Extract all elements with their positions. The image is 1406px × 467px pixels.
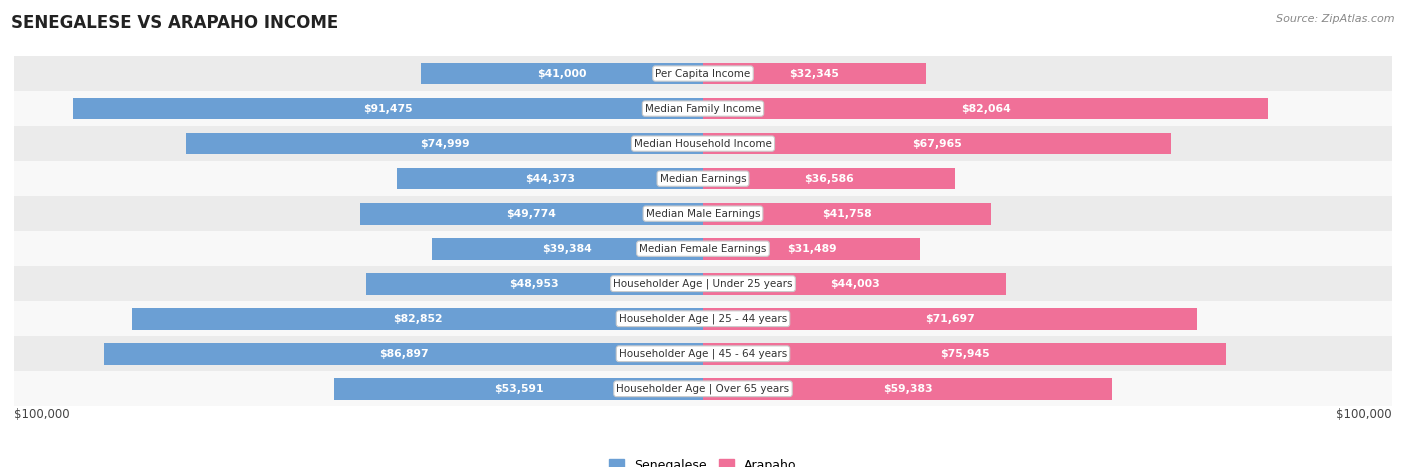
- Bar: [14, 91, 1392, 126]
- Bar: [14, 56, 1392, 91]
- Bar: [73, 98, 703, 120]
- Bar: [360, 203, 703, 225]
- Bar: [14, 266, 1392, 301]
- Text: Median Earnings: Median Earnings: [659, 174, 747, 184]
- Bar: [14, 301, 1392, 336]
- Text: $74,999: $74,999: [420, 139, 470, 149]
- Text: $49,774: $49,774: [506, 209, 557, 219]
- Text: Householder Age | Over 65 years: Householder Age | Over 65 years: [616, 383, 790, 394]
- Text: $75,945: $75,945: [939, 349, 990, 359]
- Text: Median Male Earnings: Median Male Earnings: [645, 209, 761, 219]
- Text: $67,965: $67,965: [912, 139, 962, 149]
- Text: $82,064: $82,064: [960, 104, 1011, 113]
- Text: $39,384: $39,384: [543, 244, 592, 254]
- Text: Median Household Income: Median Household Income: [634, 139, 772, 149]
- Bar: [703, 378, 1112, 400]
- Bar: [14, 231, 1392, 266]
- Text: $71,697: $71,697: [925, 314, 974, 324]
- Bar: [432, 238, 703, 260]
- Legend: Senegalese, Arapaho: Senegalese, Arapaho: [605, 454, 801, 467]
- Text: $36,586: $36,586: [804, 174, 853, 184]
- Bar: [14, 126, 1392, 161]
- Text: $41,758: $41,758: [823, 209, 872, 219]
- Bar: [703, 343, 1226, 365]
- Bar: [703, 63, 925, 85]
- Text: $91,475: $91,475: [363, 104, 413, 113]
- Text: Householder Age | 45 - 64 years: Householder Age | 45 - 64 years: [619, 348, 787, 359]
- Text: $86,897: $86,897: [378, 349, 429, 359]
- Text: Per Capita Income: Per Capita Income: [655, 69, 751, 78]
- Bar: [703, 308, 1197, 330]
- Bar: [14, 161, 1392, 196]
- Text: $100,000: $100,000: [1336, 408, 1392, 421]
- Text: $100,000: $100,000: [14, 408, 70, 421]
- Text: $44,373: $44,373: [526, 174, 575, 184]
- Text: $41,000: $41,000: [537, 69, 586, 78]
- Bar: [132, 308, 703, 330]
- Bar: [14, 336, 1392, 371]
- Bar: [703, 133, 1171, 155]
- Bar: [420, 63, 703, 85]
- Bar: [333, 378, 703, 400]
- Bar: [398, 168, 703, 190]
- Bar: [187, 133, 703, 155]
- Bar: [14, 196, 1392, 231]
- Bar: [703, 98, 1268, 120]
- Text: Householder Age | 25 - 44 years: Householder Age | 25 - 44 years: [619, 313, 787, 324]
- Text: SENEGALESE VS ARAPAHO INCOME: SENEGALESE VS ARAPAHO INCOME: [11, 14, 339, 32]
- Text: $48,953: $48,953: [509, 279, 560, 289]
- Bar: [14, 371, 1392, 406]
- Text: $53,591: $53,591: [494, 384, 543, 394]
- Bar: [104, 343, 703, 365]
- Text: $31,489: $31,489: [787, 244, 837, 254]
- Bar: [366, 273, 703, 295]
- Bar: [703, 168, 955, 190]
- Text: Median Family Income: Median Family Income: [645, 104, 761, 113]
- Text: Householder Age | Under 25 years: Householder Age | Under 25 years: [613, 278, 793, 289]
- Text: $59,383: $59,383: [883, 384, 932, 394]
- Bar: [703, 238, 920, 260]
- Text: $82,852: $82,852: [392, 314, 443, 324]
- Text: Median Female Earnings: Median Female Earnings: [640, 244, 766, 254]
- Bar: [703, 273, 1007, 295]
- Text: Source: ZipAtlas.com: Source: ZipAtlas.com: [1277, 14, 1395, 24]
- Text: $44,003: $44,003: [830, 279, 879, 289]
- Bar: [703, 203, 991, 225]
- Text: $32,345: $32,345: [790, 69, 839, 78]
